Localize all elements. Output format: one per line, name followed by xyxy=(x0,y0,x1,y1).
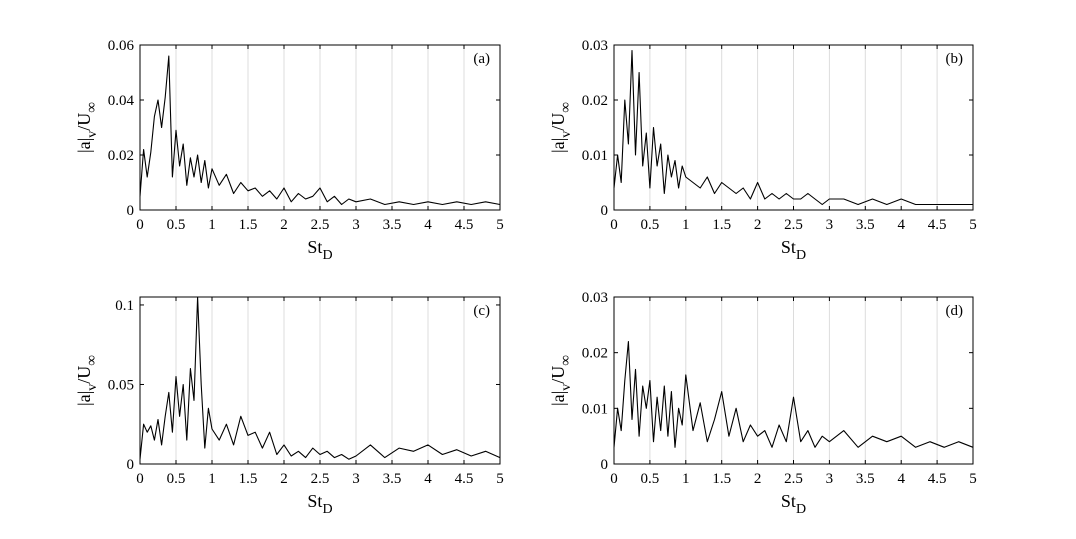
x-tick-label: 0.5 xyxy=(641,217,660,233)
panel-a: 0 0.5 1 1.5 2 2.5 3 3.5 4 4.5 5 0 0.02 0.04 0.06 (a) StD… xyxy=(74,38,504,263)
x-axis-label: StD xyxy=(781,491,806,517)
x-tick-label: 0.5 xyxy=(167,471,186,487)
y-tick-label: 0 xyxy=(601,457,609,473)
x-tick-label: 3 xyxy=(352,471,360,487)
x-tick-label: 4 xyxy=(424,217,432,233)
x-tick-label: 1 xyxy=(682,217,690,233)
x-tick-label: 1 xyxy=(682,471,690,487)
x-tick-label: 3.5 xyxy=(856,471,875,487)
x-tick-label: 2.5 xyxy=(311,471,330,487)
panel-label: (c) xyxy=(473,303,490,319)
y-tick-label: 0 xyxy=(127,203,135,219)
y-tick-label: 0.03 xyxy=(582,38,608,54)
x-tick-label: 3.5 xyxy=(383,217,402,233)
y-axis-label: |a|v/U∞ xyxy=(74,102,100,153)
y-axis-label: |a|v/U∞ xyxy=(74,355,100,406)
x-tick-label: 1.5 xyxy=(239,217,258,233)
x-tick-label: 4.5 xyxy=(928,217,947,233)
x-tick-label: 5 xyxy=(969,217,977,233)
panel-d: 0 0.5 1 1.5 2 2.5 3 3.5 4 4.5 5 0 0.01 0.02 0.03 (d) StD… xyxy=(548,290,977,517)
series-line xyxy=(613,340,974,448)
x-tick-label: 2 xyxy=(280,217,288,233)
x-tick-label: 3 xyxy=(352,217,360,233)
panel-label: (b) xyxy=(946,51,964,67)
x-axis-label: StD xyxy=(781,237,806,263)
x-tick-label: 4 xyxy=(897,217,905,233)
x-tick-label: 1.5 xyxy=(712,471,731,487)
x-tick-label: 5 xyxy=(969,471,977,487)
x-tick-label: 2.5 xyxy=(784,471,803,487)
x-tick-label: 1.5 xyxy=(712,217,731,233)
y-tick-label: 0.03 xyxy=(582,290,608,306)
x-tick-label: 2.5 xyxy=(784,217,803,233)
series-line xyxy=(139,55,501,206)
y-tick-label: 0.02 xyxy=(582,93,608,109)
panel-label: (a) xyxy=(473,51,490,67)
x-tick-label: 2 xyxy=(754,471,762,487)
x-tick-label: 3.5 xyxy=(383,471,402,487)
y-tick-label: 0.05 xyxy=(108,377,134,393)
x-tick-label: 3.5 xyxy=(856,217,875,233)
x-tick-label: 5 xyxy=(496,217,504,233)
y-tick-label: 0.01 xyxy=(582,148,608,164)
x-tick-label: 2 xyxy=(280,471,288,487)
x-axis-label: StD xyxy=(307,237,332,263)
x-tick-label: 0 xyxy=(136,471,144,487)
y-axis-label: |a|v/U∞ xyxy=(548,102,574,153)
x-tick-label: 4.5 xyxy=(928,471,947,487)
x-axis-label: StD xyxy=(307,491,332,517)
x-tick-label: 2 xyxy=(754,217,762,233)
x-tick-label: 4 xyxy=(424,471,432,487)
x-tick-label: 0 xyxy=(136,217,144,233)
y-tick-label: 0.06 xyxy=(108,38,135,54)
x-tick-label: 1.5 xyxy=(239,471,258,487)
x-tick-label: 0.5 xyxy=(641,471,660,487)
panel-b: 0 0.5 1 1.5 2 2.5 3 3.5 4 4.5 5 0 0.01 0.02 0.03 (b) StD… xyxy=(548,38,977,263)
y-tick-label: 0.01 xyxy=(582,401,608,417)
x-tick-label: 4.5 xyxy=(455,471,474,487)
panel-c: 0 0.5 1 1.5 2 2.5 3 3.5 4 4.5 5 0 0.05 0.1 (c) StD |a|v/… xyxy=(74,296,504,517)
x-tick-label: 4 xyxy=(897,471,905,487)
x-tick-label: 1 xyxy=(208,471,216,487)
x-tick-label: 3 xyxy=(826,471,834,487)
panel-label: (d) xyxy=(946,303,964,319)
y-tick-label: 0 xyxy=(601,203,609,219)
x-tick-label: 5 xyxy=(496,471,504,487)
y-tick-label: 0 xyxy=(127,457,135,473)
y-tick-label: 0.02 xyxy=(582,346,608,362)
series-line xyxy=(139,296,501,460)
x-tick-label: 0.5 xyxy=(167,217,186,233)
x-tick-label: 3 xyxy=(826,217,834,233)
x-tick-label: 0 xyxy=(610,471,618,487)
y-tick-label: 0.1 xyxy=(115,298,134,314)
x-tick-label: 0 xyxy=(610,217,618,233)
x-tick-label: 1 xyxy=(208,217,216,233)
x-tick-label: 4.5 xyxy=(455,217,474,233)
y-axis-label: |a|v/U∞ xyxy=(548,355,574,406)
series-line xyxy=(613,49,973,206)
x-tick-label: 2.5 xyxy=(311,217,330,233)
y-tick-label: 0.04 xyxy=(108,93,135,109)
y-tick-label: 0.02 xyxy=(108,148,134,164)
